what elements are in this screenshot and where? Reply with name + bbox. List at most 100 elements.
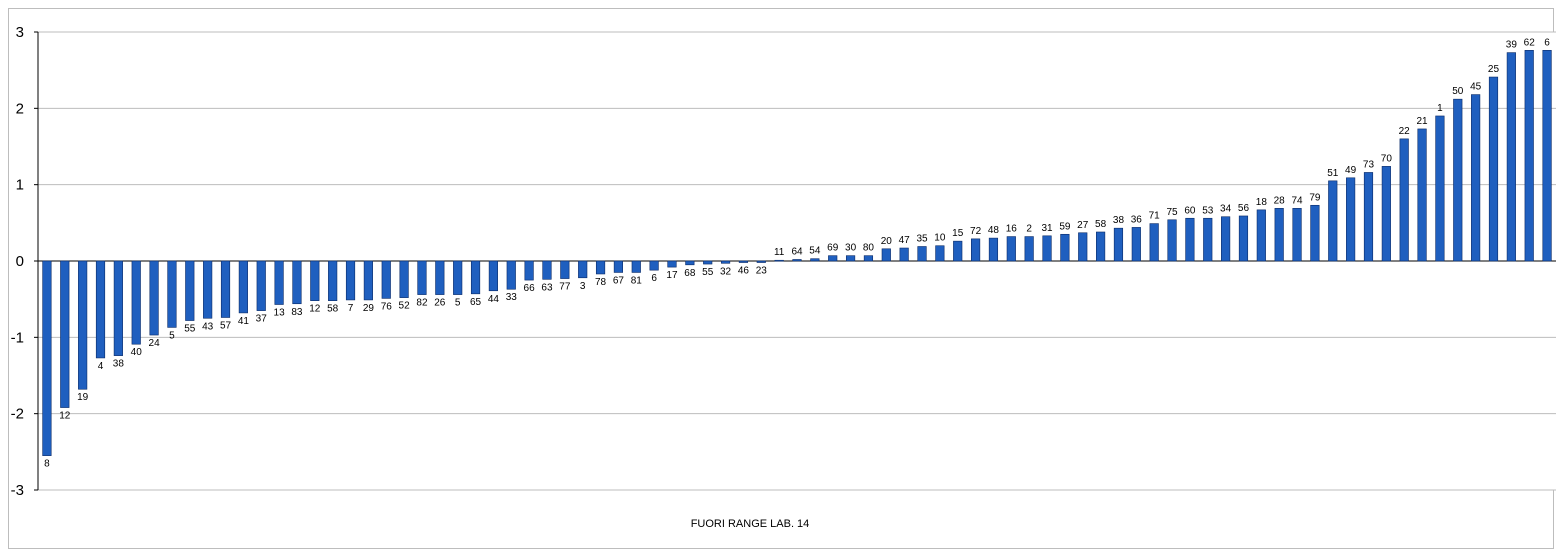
bar	[1238, 215, 1249, 262]
data-label: 2	[1026, 224, 1032, 235]
bar	[917, 246, 927, 262]
bar	[1149, 223, 1159, 262]
data-label: 64	[791, 246, 803, 257]
bar	[1381, 166, 1391, 262]
data-label: 55	[184, 324, 196, 335]
data-label: 51	[1327, 168, 1339, 179]
data-label: 69	[827, 243, 839, 254]
bar	[238, 260, 248, 314]
data-label: 31	[1041, 223, 1053, 234]
bar	[881, 248, 891, 262]
bar	[1310, 204, 1320, 262]
data-label: 80	[863, 243, 875, 254]
bar	[167, 260, 177, 328]
bar	[1363, 172, 1374, 262]
data-label: 79	[1309, 192, 1321, 203]
bar	[220, 260, 231, 318]
bar	[60, 260, 70, 408]
bar	[1292, 208, 1302, 262]
bar	[1346, 177, 1356, 262]
bar	[256, 260, 266, 311]
data-label: 37	[256, 314, 268, 325]
data-label: 21	[1416, 116, 1428, 127]
bar	[310, 260, 320, 301]
bar	[1185, 217, 1195, 262]
bar	[1167, 219, 1177, 262]
data-label: 20	[881, 236, 893, 247]
data-label: 13	[274, 308, 286, 319]
data-label: 57	[220, 320, 232, 331]
bar	[935, 245, 945, 262]
data-label: 71	[1149, 211, 1161, 222]
bar	[1042, 235, 1052, 262]
data-label: 45	[1470, 82, 1482, 93]
data-label: 4	[98, 361, 104, 372]
bar	[399, 260, 409, 298]
bar	[1221, 216, 1231, 262]
data-label: 26	[434, 298, 446, 309]
data-label: 65	[470, 297, 482, 308]
data-label: 32	[720, 266, 732, 277]
data-label: 22	[1399, 126, 1411, 137]
data-label: 17	[666, 270, 678, 281]
data-label: 46	[738, 266, 750, 277]
bar	[488, 260, 498, 292]
data-label: 5	[169, 330, 175, 341]
bar	[613, 260, 624, 273]
data-label: 72	[970, 226, 982, 237]
data-label: 18	[1256, 197, 1268, 208]
bar	[649, 260, 659, 271]
data-label: 75	[1166, 207, 1178, 218]
data-label: 7	[348, 303, 354, 314]
bar	[1006, 236, 1016, 262]
bar	[1453, 98, 1463, 262]
data-label: 77	[559, 282, 571, 293]
data-label: 52	[399, 301, 411, 312]
data-label: 43	[202, 321, 214, 332]
bar	[1328, 180, 1338, 262]
y-tick-label: -2	[11, 406, 24, 423]
data-label: 58	[327, 304, 339, 315]
data-label: 41	[238, 316, 250, 327]
data-label: 47	[899, 235, 911, 246]
bar	[828, 255, 838, 262]
data-label: 27	[1077, 220, 1089, 231]
bar	[1096, 231, 1106, 262]
bar	[863, 255, 874, 262]
data-label: 50	[1452, 86, 1464, 97]
data-label: 62	[1524, 37, 1536, 48]
gridlines	[38, 31, 1556, 491]
bar	[1078, 232, 1088, 262]
bar	[1113, 227, 1124, 262]
bar	[810, 258, 820, 262]
y-tick-label: -3	[11, 482, 24, 499]
bar	[185, 260, 195, 321]
data-label: 1	[1437, 103, 1443, 114]
bar	[899, 247, 909, 262]
data-label: 54	[809, 246, 821, 257]
data-label: 74	[1291, 195, 1303, 206]
data-label: 55	[702, 267, 714, 278]
x-axis-title: FUORI RANGE LAB. 14	[691, 518, 810, 530]
bar	[1256, 209, 1266, 262]
data-label: 82	[416, 298, 428, 309]
data-label: 49	[1345, 165, 1357, 176]
bar	[845, 255, 856, 262]
data-label: 39	[1506, 40, 1518, 51]
data-label: 58	[1095, 219, 1107, 230]
bar	[953, 240, 963, 262]
bar	[988, 237, 999, 262]
data-label: 70	[1381, 153, 1393, 164]
data-label: 73	[1363, 159, 1375, 170]
data-label: 83	[291, 307, 303, 318]
data-label: 63	[541, 282, 553, 293]
bar	[1274, 208, 1284, 262]
bar	[1435, 115, 1445, 262]
bar	[506, 260, 516, 290]
bar	[113, 260, 123, 356]
y-tick-label: 3	[16, 24, 24, 41]
data-label: 48	[988, 225, 1000, 236]
bar	[1488, 76, 1499, 262]
